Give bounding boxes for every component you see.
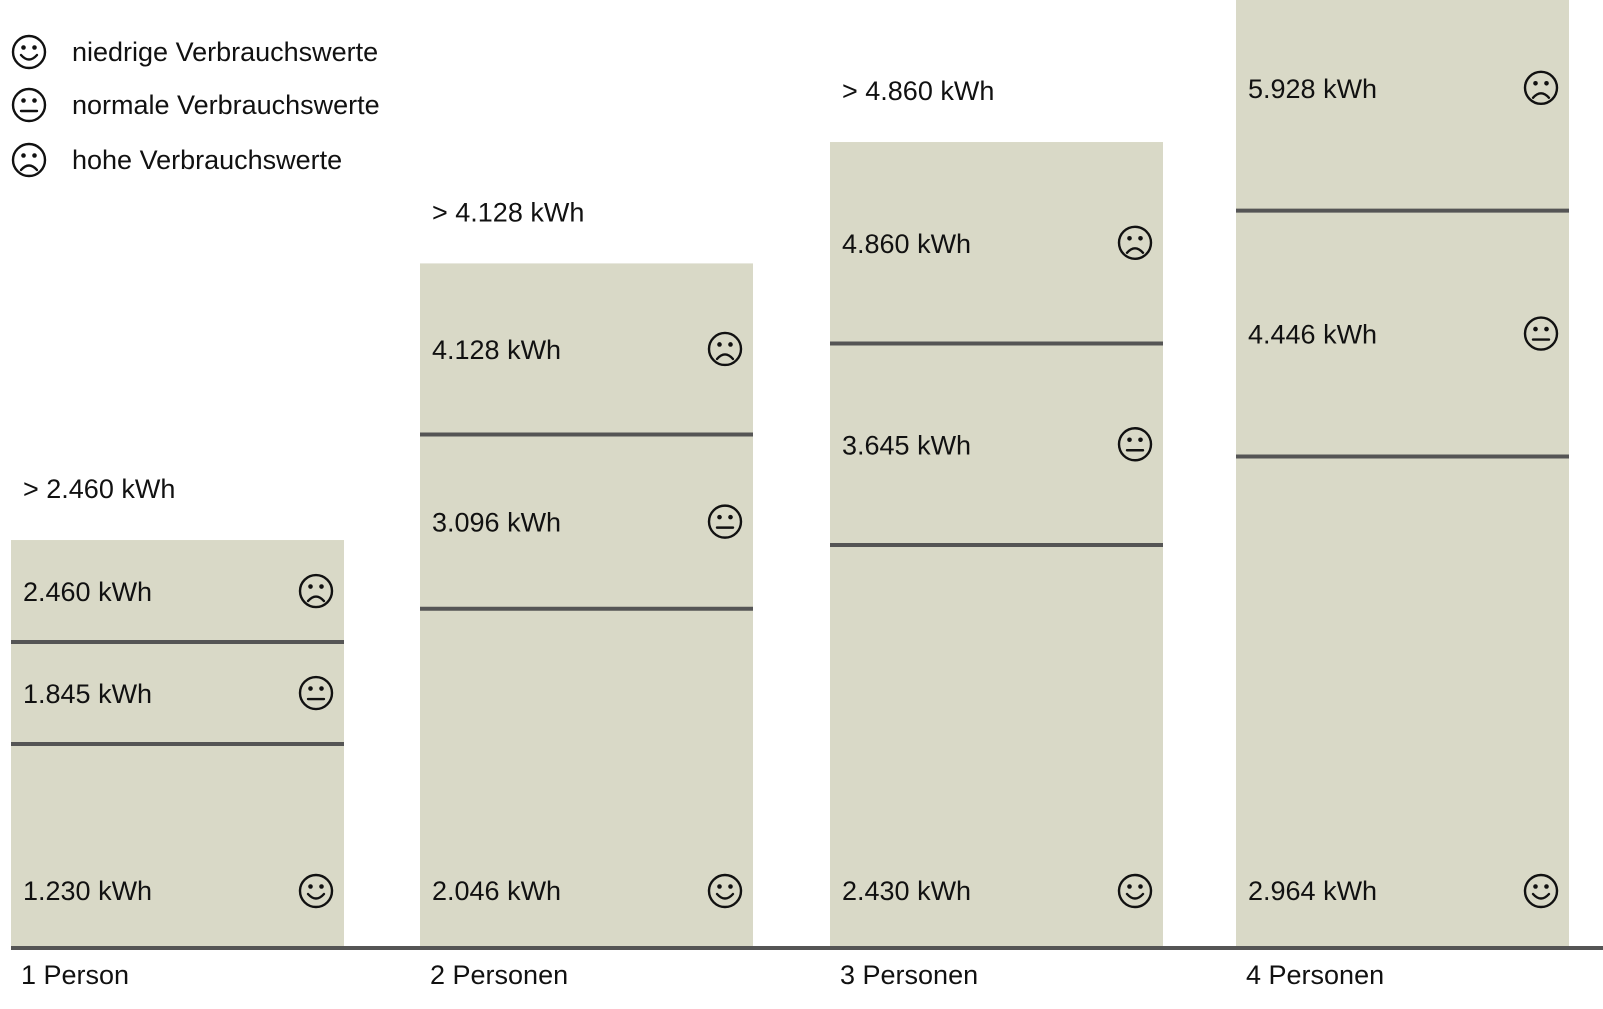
smiley-sad-icon (298, 573, 334, 609)
smiley-sad-icon (11, 142, 47, 178)
smiley-happy-icon (1523, 873, 1559, 909)
bar-group: 1.230 kWh 1.845 kWh 2.460 kWh > 2.460 kWh (11, 474, 344, 948)
smiley-sad-icon (707, 331, 743, 367)
smiley-sad-icon (1523, 70, 1559, 105)
value-label-above: > 4.860 kWh (842, 76, 994, 106)
legend: niedrige Verbrauchswerte normale Verbrauc… (11, 34, 380, 178)
x-tick-label: 1 Person (21, 960, 129, 990)
x-axis-labels: 1 Person 2 Personen 3 Personen 4 Personen (21, 960, 1384, 990)
x-tick-label: 3 Personen (840, 960, 978, 990)
smiley-neutral-icon (707, 504, 743, 539)
bar-group: 2.046 kWh 3.096 kWh 4.128 kWh > 4.128 kWh (420, 197, 753, 948)
smiley-happy-icon (298, 873, 334, 909)
value-label-above: > 2.460 kWh (23, 474, 175, 504)
smiley-neutral-icon (1117, 427, 1153, 462)
smiley-neutral-icon (298, 675, 334, 711)
smiley-happy-icon (707, 873, 743, 909)
value-label-normal: 1.845 kWh (23, 679, 152, 709)
value-label-high: 2.460 kWh (23, 577, 152, 607)
smiley-neutral-icon (11, 87, 47, 123)
bar (420, 263, 753, 948)
x-tick-label: 2 Personen (430, 960, 568, 990)
value-label-low: 2.964 kWh (1248, 876, 1377, 906)
bars: 1.230 kWh 1.845 kWh 2.460 kWh > 2.460 kWh 2.… (11, 0, 1569, 949)
smiley-sad-icon (1117, 225, 1153, 260)
value-label-low: 1.230 kWh (23, 876, 152, 906)
value-label-low: 2.430 kWh (842, 876, 971, 906)
smiley-happy-icon (1117, 873, 1153, 909)
smiley-neutral-icon (1523, 316, 1559, 351)
value-label-normal: 3.645 kWh (842, 430, 971, 460)
bar-group: 2.430 kWh 3.645 kWh 4.860 kWh > 4.860 kWh (830, 76, 1163, 949)
value-label-low: 2.046 kWh (432, 876, 561, 906)
value-label-high: 4.128 kWh (432, 335, 561, 365)
value-label-high: 5.928 kWh (1248, 74, 1377, 104)
value-label-above: > 4.128 kWh (432, 197, 584, 227)
value-label-normal: 3.096 kWh (432, 508, 561, 538)
value-label-high: 4.860 kWh (842, 229, 971, 259)
legend-label: normale Verbrauchswerte (72, 90, 380, 120)
bar (1236, 0, 1569, 949)
x-tick-label: 4 Personen (1246, 960, 1384, 990)
legend-label: niedrige Verbrauchswerte (72, 37, 378, 67)
smiley-happy-icon (11, 34, 47, 70)
legend-label: hohe Verbrauchswerte (72, 145, 342, 175)
value-label-normal: 4.446 kWh (1248, 320, 1377, 350)
